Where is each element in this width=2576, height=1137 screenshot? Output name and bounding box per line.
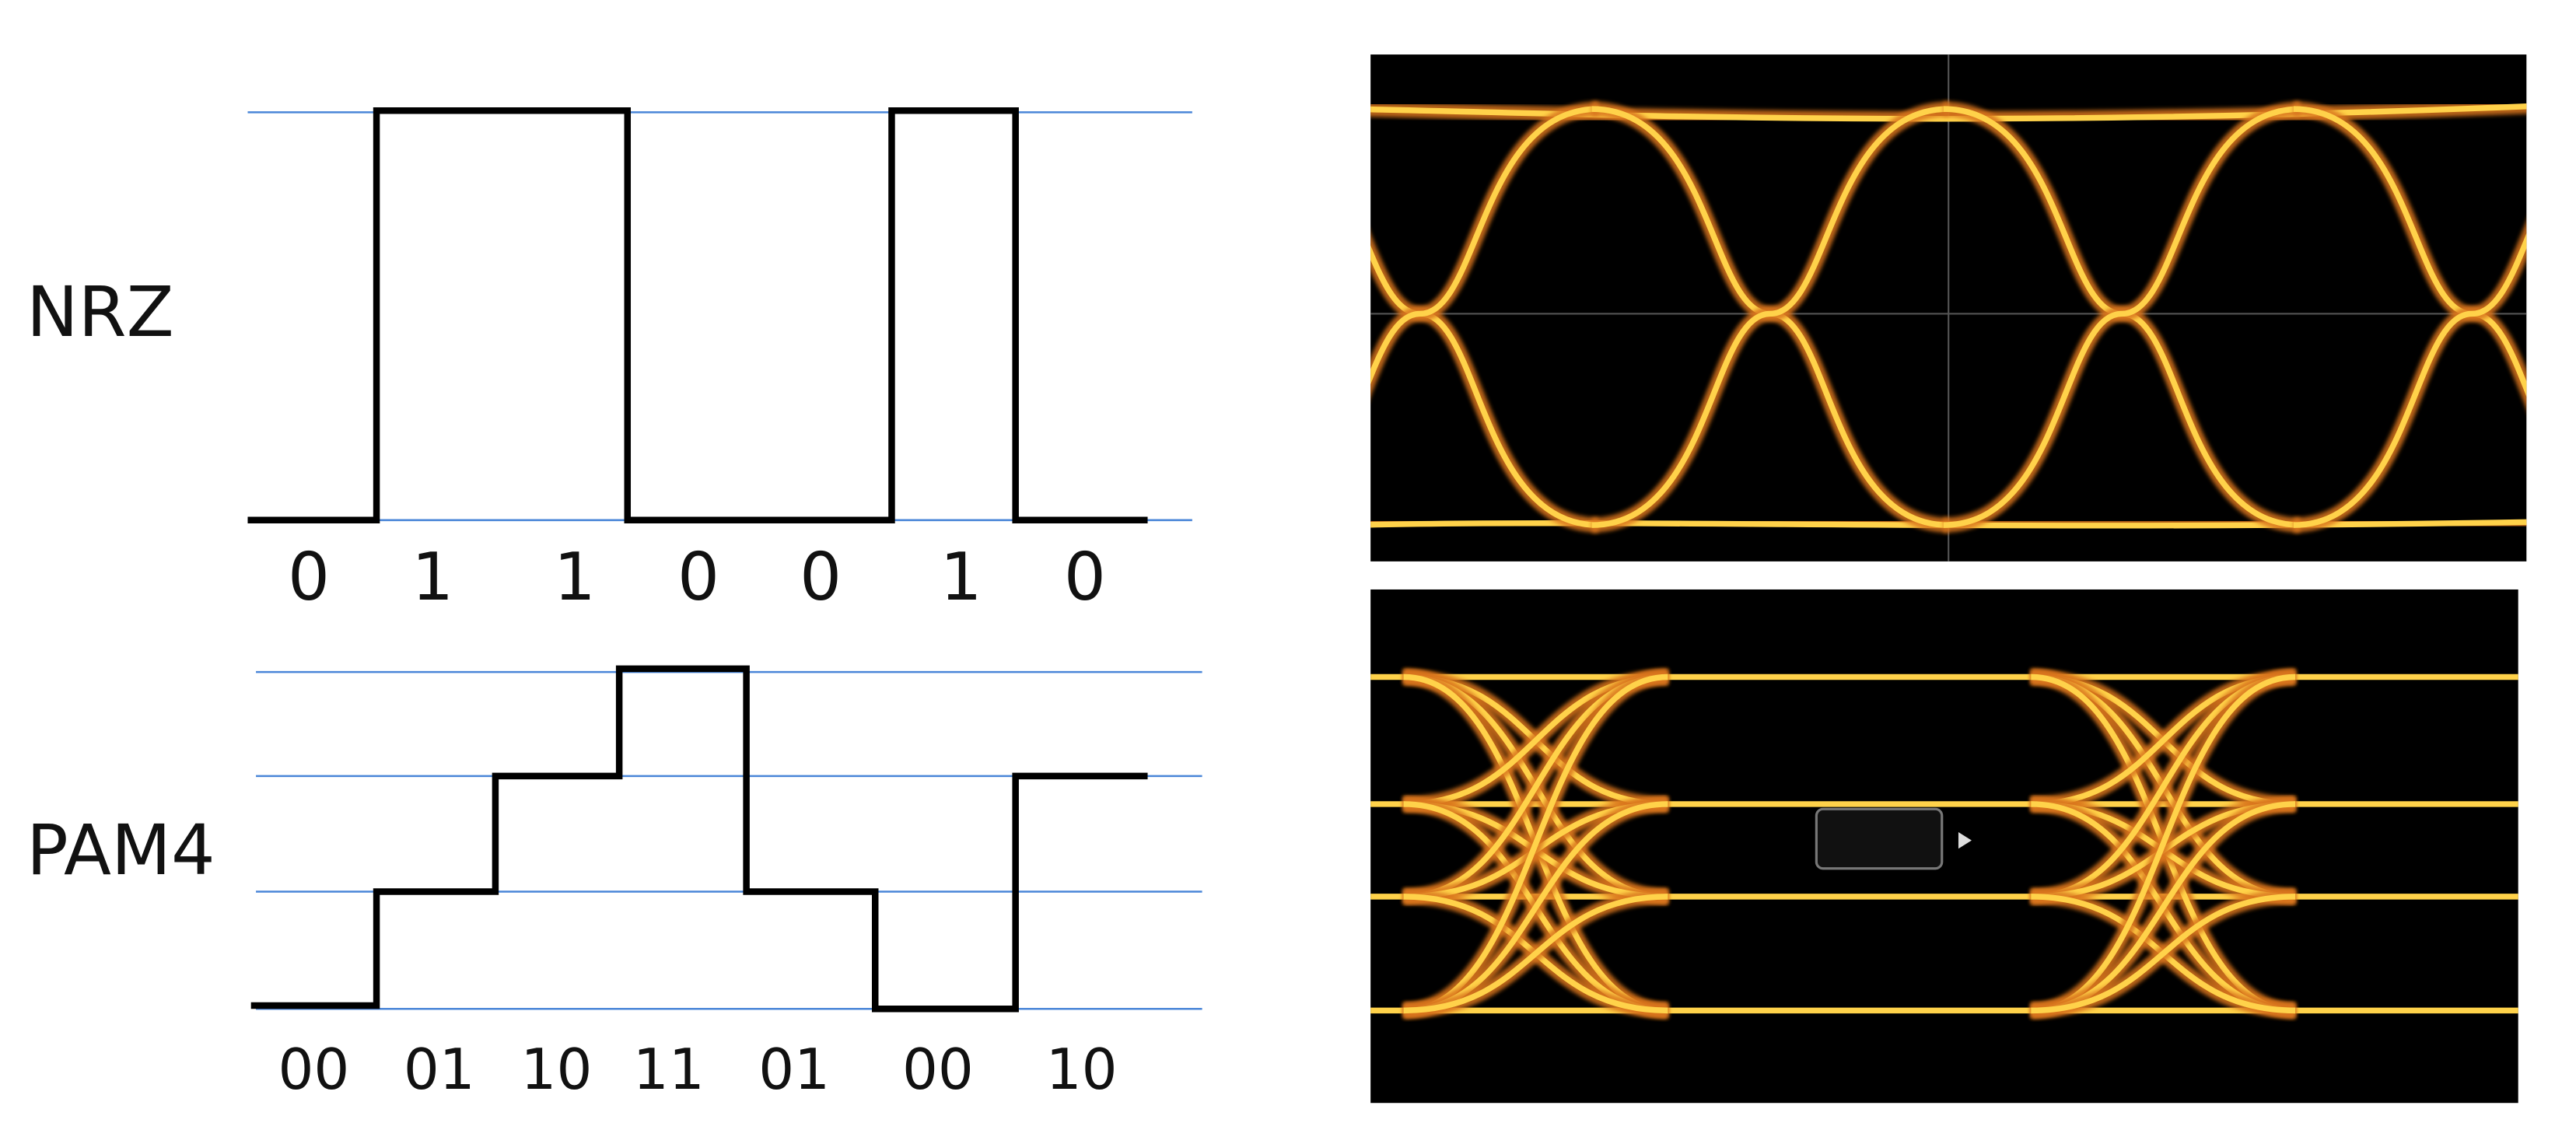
symbol-label: 00	[902, 1037, 974, 1103]
symbol-label: 10	[1046, 1037, 1118, 1103]
nrz-waveform	[247, 107, 1148, 524]
symbol-label: 01	[404, 1037, 475, 1103]
bit-label: 0	[288, 539, 330, 616]
eye-trace	[2293, 233, 2527, 528]
symbol-label: 11	[633, 1037, 705, 1103]
pam4-label: PAM4	[26, 810, 215, 891]
bit-label: 1	[554, 539, 596, 616]
nrz-eye-traces	[1370, 99, 2527, 534]
bit-label: 1	[940, 539, 982, 616]
bit-label: 0	[800, 539, 842, 616]
eye-trace	[2031, 894, 2296, 1014]
bit-label: 1	[411, 539, 453, 616]
pam4-symbols: 00 01 10 11 01 00 10	[278, 1037, 1117, 1103]
eye-trace	[1591, 106, 1949, 528]
bit-label: 0	[1064, 539, 1106, 616]
eye-trace	[1403, 894, 1668, 1014]
pam4-waveform	[250, 665, 1148, 1013]
scope-marker	[1815, 807, 1944, 870]
eye-trace	[1370, 106, 1599, 385]
nrz-label: NRZ	[26, 272, 174, 353]
symbol-label: 00	[278, 1037, 349, 1103]
symbol-label: 10	[521, 1037, 593, 1103]
scope-arrow	[1958, 832, 1972, 849]
nrz-bits: 0 1 1 0 0 1 0	[288, 539, 1106, 616]
eye-trace	[1943, 106, 2301, 528]
bit-label: 0	[677, 539, 719, 616]
symbol-label: 01	[758, 1037, 830, 1103]
pam4-eye-traces	[1370, 669, 2518, 1018]
